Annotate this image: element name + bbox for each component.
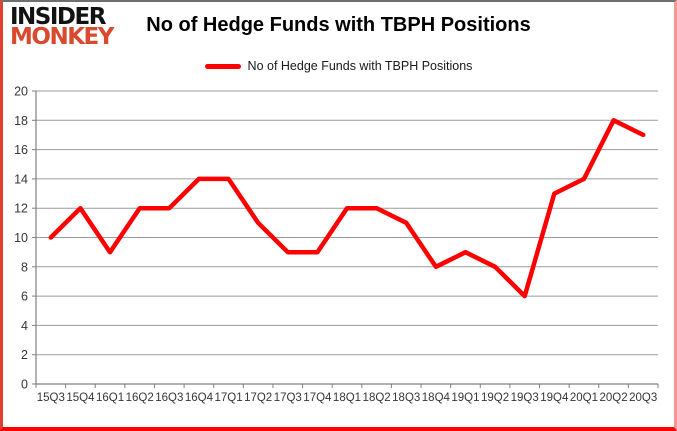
chart-title: No of Hedge Funds with TBPH Positions [146,14,531,36]
x-axis-tick-label: 19Q1 [451,392,479,404]
chart-inner: INSIDER MONKEY No of Hedge Funds with TB… [3,2,674,427]
y-axis-tick-label: 4 [21,319,28,333]
x-axis-tick-label: 15Q4 [66,392,95,404]
logo-line2: MONKEY [10,24,114,51]
x-axis-tick-label: 17Q1 [214,392,242,404]
x-axis-tick-label: 16Q3 [155,392,183,404]
legend: No of Hedge Funds with TBPH Positions [3,59,674,73]
x-axis-tick-label: 18Q1 [333,392,361,404]
x-axis-tick-label: 15Q3 [37,392,65,404]
y-axis-tick-label: 0 [21,378,28,392]
x-axis-tick-label: 16Q4 [185,392,214,404]
x-axis-tick-label: 18Q4 [422,392,451,404]
x-axis-tick-label: 19Q4 [540,392,569,404]
legend-label: No of Hedge Funds with TBPH Positions [247,59,473,73]
x-axis-tick-label: 17Q2 [244,392,272,404]
x-axis-tick-label: 16Q2 [126,392,154,404]
logo-line1: INSIDER [10,4,106,30]
legend-line-marker [204,63,241,69]
y-axis-tick-label: 20 [14,85,28,99]
x-axis-tick-label: 20Q1 [570,392,598,404]
x-axis-tick-label: 18Q3 [392,392,420,404]
x-axis-tick-label: 18Q2 [363,392,391,404]
y-axis-tick-label: 18 [14,114,28,128]
x-axis-tick-label: 20Q3 [629,392,657,404]
y-axis-tick-label: 10 [14,231,28,245]
x-axis-tick-label: 17Q3 [274,392,302,404]
line-chart: 0 2 4 6 8 10 12 14 16 18 20 15Q3 15Q4 16Q1 16Q2 16Q3 16Q… [14,85,659,404]
y-axis-tick-label: 2 [21,348,28,362]
y-axis-tick-label: 12 [14,202,28,216]
insider-monkey-logo: INSIDER MONKEY [10,4,114,51]
y-axis-tick-label: 6 [21,290,28,304]
x-axis-tick-label: 20Q2 [600,392,628,404]
x-axis-tick-label: 17Q4 [303,392,332,404]
x-axis-tick-label: 16Q1 [96,392,124,404]
x-axis-tick-label: 19Q3 [511,392,539,404]
x-axis-tick-label: 19Q2 [481,392,509,404]
y-axis-tick-label: 14 [14,172,28,186]
y-axis-tick-label: 16 [14,143,28,157]
y-axis-tick-label: 8 [21,260,28,274]
series-line [48,118,646,299]
